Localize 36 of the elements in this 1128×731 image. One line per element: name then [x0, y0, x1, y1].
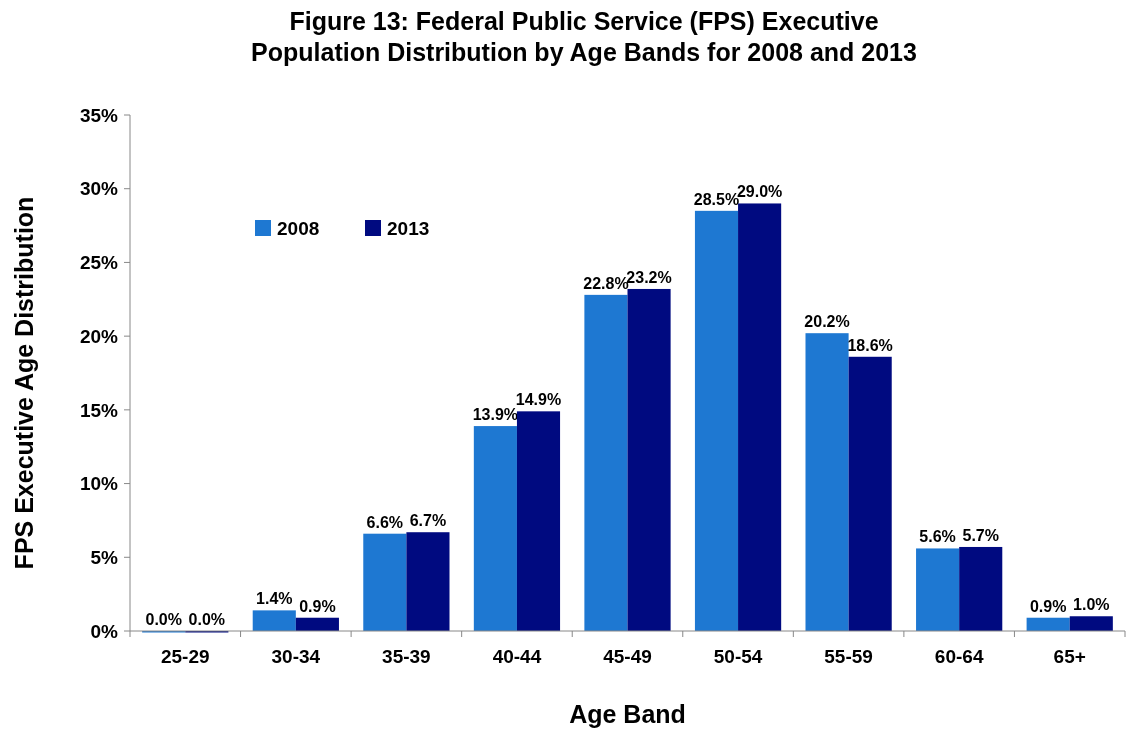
y-tick-label: 35% [79, 104, 119, 126]
x-tick-label: 35-39 [382, 646, 431, 667]
data-label: 0.9% [299, 597, 336, 615]
x-tick-label: 45-49 [603, 646, 652, 667]
data-label: 5.7% [962, 526, 999, 544]
data-label: 6.6% [366, 513, 404, 531]
data-label: 0.0% [188, 611, 226, 628]
legend-label: 2013 [387, 217, 430, 239]
chart-title: Figure 13: Federal Public Service (FPS) Executive Population Distribution by Age Bands for 2008 and 2013 [251, 7, 917, 66]
x-tick-label: 65+ [1053, 646, 1086, 667]
x-tick-label: 55-59 [824, 646, 873, 667]
x-tick-label: 30-34 [271, 646, 321, 667]
data-label: 5.6% [919, 528, 956, 546]
y-axis-title: FPS Executive Age Distribution [10, 196, 38, 570]
data-label: 6.7% [409, 512, 447, 530]
y-tick-label: 30% [79, 178, 119, 200]
x-tick-label: 50-54 [713, 646, 763, 667]
data-label: 0.9% [1029, 597, 1067, 615]
x-tick-label: 40-44 [492, 646, 542, 667]
x-tick-label: 60-64 [934, 646, 984, 667]
data-label: 13.9% [472, 406, 519, 424]
data-label: 1.4% [256, 590, 293, 608]
x-tick-label: 25-29 [160, 646, 210, 667]
y-tick-label: 20% [79, 325, 119, 347]
x-axis-title: Age Band [569, 700, 686, 728]
y-tick-label: 0% [90, 620, 119, 642]
y-tick-label: 5% [90, 546, 119, 568]
y-tick-label: 15% [79, 399, 119, 421]
data-label: 14.9% [515, 391, 562, 409]
data-label: 20.2% [804, 313, 850, 331]
y-tick-label: 10% [79, 473, 119, 495]
data-label: 18.6% [847, 336, 893, 354]
data-label: 0.0% [145, 611, 182, 628]
legend-label: 2008 [277, 217, 320, 239]
data-label: 1.0% [1073, 596, 1110, 614]
y-tick-label: 25% [79, 252, 119, 274]
